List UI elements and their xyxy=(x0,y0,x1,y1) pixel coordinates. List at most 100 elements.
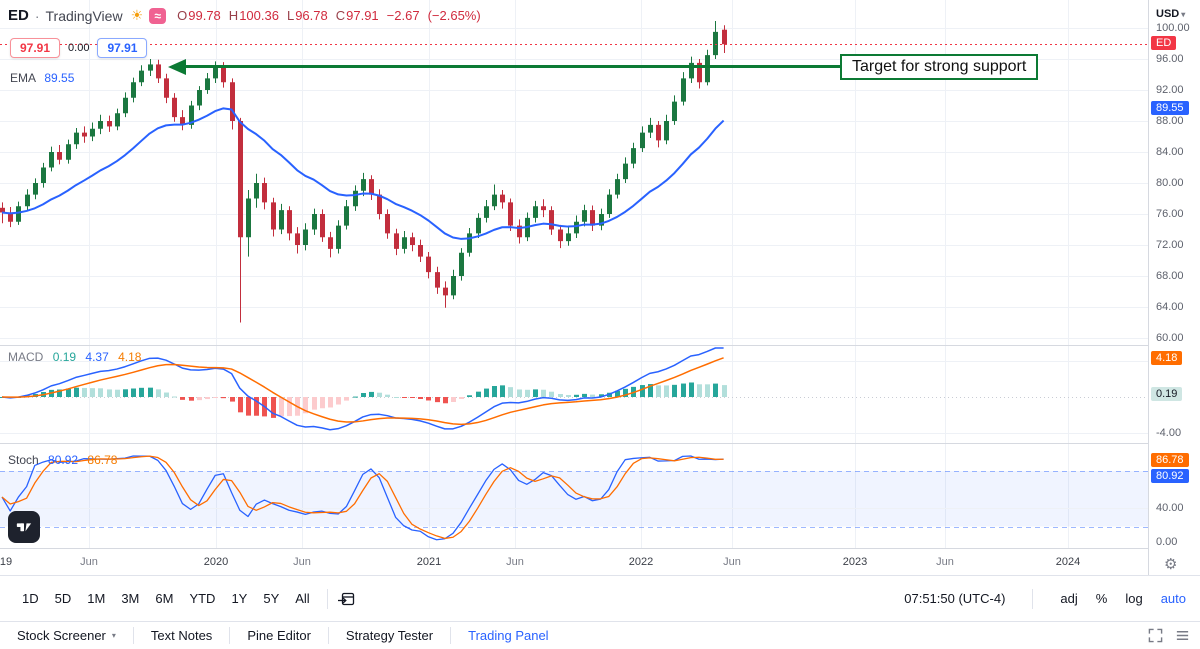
change-value: −2.67 xyxy=(386,8,420,23)
tabs-right-icons xyxy=(1148,628,1190,643)
time-axis[interactable]: 19 Jun 2020 Jun 2021 Jun 2022 Jun 2023 Jun 2024 xyxy=(0,548,1148,575)
range-3m-button[interactable]: 3M xyxy=(121,591,140,606)
percent-scale-toggle[interactable]: % xyxy=(1095,591,1108,606)
tab-label: Strategy Tester xyxy=(345,628,434,643)
currency-selector[interactable]: USD ▾ xyxy=(1156,8,1185,20)
chart-pane-area[interactable]: ED · TradingView ☀ ≈ O99.78 H100.36 L96.… xyxy=(0,0,1148,548)
time-tick-label: Jun xyxy=(506,556,524,568)
tab-trading-panel[interactable]: Trading Panel xyxy=(451,622,565,649)
stoch-tick-label: 40.00 xyxy=(1156,502,1184,514)
ema-value-badge: 89.55 xyxy=(1151,100,1189,115)
close-value: C97.91 xyxy=(335,8,379,23)
price-axis[interactable]: USD ▾ 100.00 96.00 92.00 88.00 84.00 80.00 76.0… xyxy=(1148,0,1200,575)
range-all-button[interactable]: All xyxy=(295,591,310,606)
time-tick-label: 2024 xyxy=(1055,556,1081,568)
time-tick-label: Jun xyxy=(723,556,741,568)
range-1y-button[interactable]: 1Y xyxy=(231,591,248,606)
macd-label: MACD xyxy=(8,350,44,364)
chart-settings-gear-icon[interactable]: ⚙ xyxy=(1164,556,1178,573)
symbol-name[interactable]: ED xyxy=(8,7,29,24)
range-5y-button[interactable]: 5Y xyxy=(263,591,280,606)
range-switcher: 1D 5D 1M 3M 6M YTD 1Y 5Y All xyxy=(14,586,318,611)
price-tick-label: 88.00 xyxy=(1156,115,1184,127)
symbol-legend: ED · TradingView ☀ ≈ O99.78 H100.36 L96.… xyxy=(8,7,481,24)
range-1m-button[interactable]: 1M xyxy=(87,591,106,606)
toolbar-divider xyxy=(326,588,328,609)
ema-label: EMA xyxy=(10,71,37,85)
auto-scale-toggle[interactable]: auto xyxy=(1160,591,1186,606)
open-value: O99.78 xyxy=(177,8,221,23)
macd-legend: MACD 0.19 4.37 4.18 xyxy=(8,350,147,364)
tab-text-notes[interactable]: Text Notes xyxy=(134,622,229,649)
tradingview-logo[interactable] xyxy=(8,511,40,543)
macd-line-value: 4.37 xyxy=(85,350,109,364)
log-scale-toggle[interactable]: log xyxy=(1125,591,1143,606)
high-value: H100.36 xyxy=(228,8,279,23)
stoch-k-badge: 80.92 xyxy=(1151,469,1189,484)
price-tick-label: 64.00 xyxy=(1156,301,1184,313)
price-tick-label: 76.00 xyxy=(1156,208,1184,220)
stoch-k-value: 80.92 xyxy=(48,453,79,467)
price-tick-label: 100.00 xyxy=(1156,22,1190,34)
sell-button[interactable]: 97.91 xyxy=(10,38,61,58)
ohlc-readout: O99.78 H100.36 L96.78 C97.91 −2.67 (−2.6… xyxy=(177,8,481,23)
time-tick-label: 2021 xyxy=(416,556,442,568)
caret-down-icon: ▾ xyxy=(1181,10,1186,19)
support-annotation-label[interactable]: Target for strong support xyxy=(840,54,1039,80)
macd-hist-badge: 0.19 xyxy=(1151,387,1183,402)
stoch-legend: Stoch 80.92 86.78 xyxy=(8,453,123,467)
tab-label: Pine Editor xyxy=(247,628,311,643)
time-tick-label: Jun xyxy=(293,556,311,568)
stoch-tick-label: 0.00 xyxy=(1156,536,1178,548)
stoch-d-value: 86.78 xyxy=(87,453,118,467)
spread-value: 0.00 xyxy=(68,42,90,54)
wave-badge-icon[interactable]: ≈ xyxy=(149,7,167,24)
tab-stock-screener[interactable]: Stock Screener ▾ xyxy=(0,622,133,649)
fullscreen-icon[interactable] xyxy=(1148,628,1163,643)
time-tick-label: 2023 xyxy=(842,556,868,568)
range-1d-button[interactable]: 1D xyxy=(22,591,39,606)
currency-label: USD xyxy=(1156,8,1180,20)
toolbar-right-group: 07:51:50 (UTC-4) adj % log auto xyxy=(904,588,1186,609)
time-tick-label: 19 xyxy=(0,556,13,568)
tab-separator xyxy=(229,627,231,644)
buy-sell-widget: 97.91 0.00 97.91 xyxy=(10,38,148,58)
sun-icon[interactable]: ☀ xyxy=(130,7,144,23)
price-tick-label: 80.00 xyxy=(1156,177,1184,189)
toolbar-divider xyxy=(1032,588,1034,609)
caret-down-icon: ▾ xyxy=(111,631,116,640)
time-tick-label: 2022 xyxy=(628,556,654,568)
bottom-toolbar: 1D 5D 1M 3M 6M YTD 1Y 5Y All 07:51:50 (U… xyxy=(0,575,1200,621)
price-tick-label: 84.00 xyxy=(1156,146,1184,158)
tab-strategy-tester[interactable]: Strategy Tester xyxy=(329,622,450,649)
buy-button[interactable]: 97.91 xyxy=(97,38,148,58)
clock[interactable]: 07:51:50 (UTC-4) xyxy=(904,591,1006,606)
tab-separator xyxy=(327,627,329,644)
bottom-tabs: Stock Screener ▾ Text Notes Pine Editor … xyxy=(0,621,1200,649)
range-ytd-button[interactable]: YTD xyxy=(189,591,216,606)
stoch-d-badge: 86.78 xyxy=(1151,452,1189,467)
support-arrow-line[interactable] xyxy=(185,65,840,68)
adj-toggle[interactable]: adj xyxy=(1060,591,1078,606)
change-percent: (−2.65%) xyxy=(427,8,481,23)
tab-label: Trading Panel xyxy=(468,628,549,643)
low-value: L96.78 xyxy=(286,8,328,23)
macd-tick-label: -4.00 xyxy=(1156,427,1182,439)
ema-legend: EMA 89.55 xyxy=(10,71,74,85)
hamburger-menu-icon[interactable] xyxy=(1175,628,1190,643)
legend-separator: · xyxy=(34,7,40,24)
tab-pine-editor[interactable]: Pine Editor xyxy=(230,622,328,649)
tab-label: Stock Screener xyxy=(17,628,106,643)
stoch-label: Stoch xyxy=(8,453,39,467)
go-to-date-icon[interactable] xyxy=(337,589,357,609)
price-tick-label: 92.00 xyxy=(1156,84,1184,96)
range-5d-button[interactable]: 5D xyxy=(54,591,72,606)
range-6m-button[interactable]: 6M xyxy=(155,591,174,606)
macd-signal-value: 4.18 xyxy=(118,350,142,364)
symbol-price-badge: ED xyxy=(1151,36,1177,51)
support-arrow-head-icon[interactable] xyxy=(168,59,186,75)
time-tick-label: Jun xyxy=(80,556,98,568)
price-chart-canvas[interactable] xyxy=(0,0,1148,548)
tab-separator xyxy=(132,627,134,644)
